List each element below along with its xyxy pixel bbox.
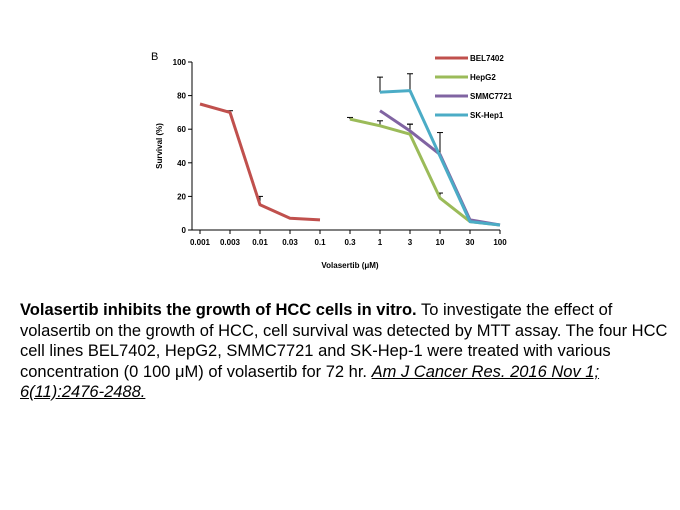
legend-label: HepG2 [470,73,496,82]
survival-line-chart: B 0 20 40 60 80 100 0.001 0.003 0.01 0.03 0.1 0.3 1 3 1… [151,51,513,270]
x-tick-label: 0.1 [314,238,326,247]
chart-area: B 0 20 40 60 80 100 0.001 0.003 0.01 0.03 0.1 0.3 1 3 1… [151,51,513,270]
x-tick-label: 1 [378,238,383,247]
x-tick-label: 0.3 [344,238,356,247]
figure-caption: Volasertib inhibits the growth of HCC ce… [20,300,670,403]
panel-label: B [151,51,158,63]
x-tick-label: 100 [493,238,507,247]
series-line-sk-hep1 [379,89,501,227]
x-tick-label: 0.001 [190,238,211,247]
y-tick-label: 0 [182,226,187,235]
x-tick-label: 0.01 [252,238,268,247]
legend-label: BEL7402 [470,54,504,63]
x-tick-label: 0.003 [220,238,241,247]
legend-label: SMMC7721 [470,92,513,101]
x-axis-label: Volasertib (μM) [321,261,379,270]
x-tick-label: 10 [436,238,445,247]
reference-link[interactable]: Am J Cancer Res. 2016 Nov 1; 6(11):2476-… [20,362,600,402]
x-tick-label: 30 [466,238,475,247]
y-tick-label: 40 [177,159,186,168]
series-line-bel7402 [199,102,321,222]
y-tick-label: 80 [177,92,186,101]
y-tick-label: 20 [177,192,186,201]
series-line-smmc7721 [379,109,501,227]
caption-body: To investigate the effect of volasertib … [20,301,668,381]
x-tick-label: 3 [408,238,413,247]
y-axis-label: Survival (%) [155,123,164,169]
legend-label: SK-Hep1 [470,111,504,120]
caption-title: Volasertib inhibits the growth of HCC ce… [20,301,417,319]
series-line-hepg2 [349,117,501,227]
x-tick-label: 0.03 [282,238,298,247]
y-tick-label: 60 [177,125,186,134]
y-tick-label: 100 [173,58,187,67]
